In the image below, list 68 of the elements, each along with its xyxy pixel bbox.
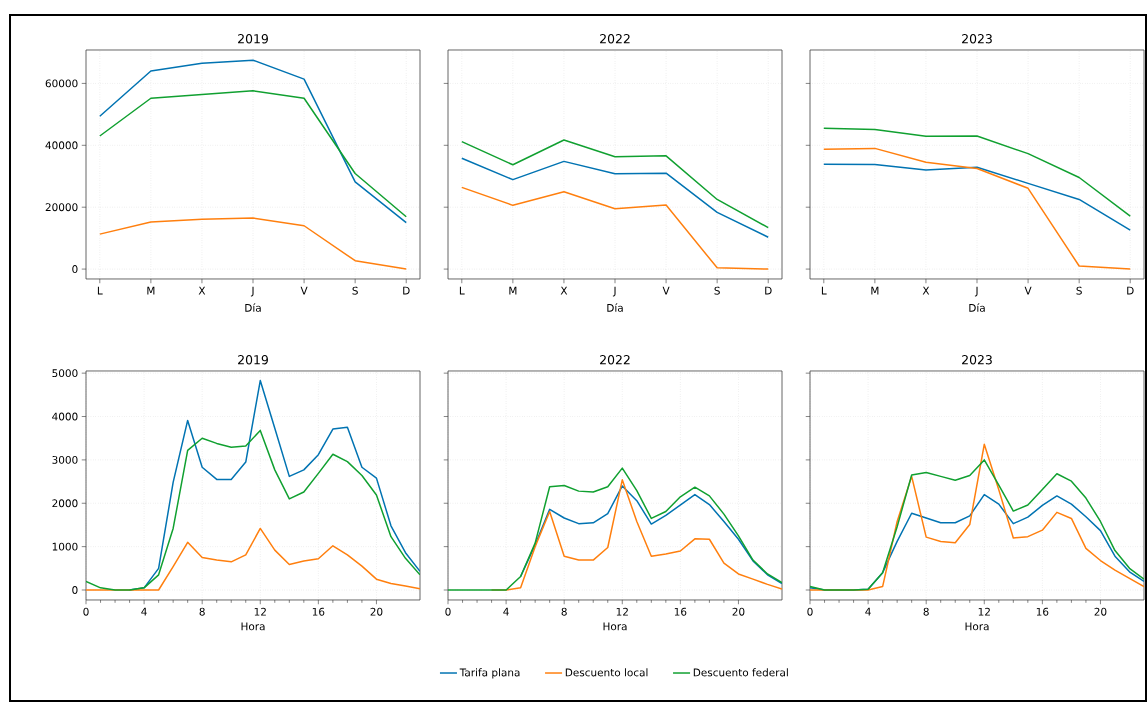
x-tick-label: 16 [312, 607, 325, 616]
chart-title: 2023 [962, 34, 992, 44]
x-tick-label: L [821, 286, 827, 295]
x-tick-label: L [97, 286, 103, 295]
x-tick-label: 20 [1094, 607, 1107, 616]
x-tick-label: J [250, 286, 254, 297]
x-tick-label: M [871, 286, 879, 295]
x-tick-label: 20 [732, 607, 745, 616]
chart-title: 2019 [238, 355, 268, 365]
x-tick-label: L [459, 286, 465, 295]
line-series [99, 217, 407, 270]
x-tick-label: X [922, 286, 930, 295]
y-tick-label: 2000 [52, 499, 78, 508]
x-tick-label: D [403, 286, 410, 295]
x-tick-label: S [714, 286, 720, 295]
x-tick-label: 4 [865, 607, 871, 616]
x-tick-label: D [765, 286, 772, 295]
x-tick-label: X [560, 286, 568, 295]
x-tick-label: S [352, 286, 358, 295]
x-tick-label: 4 [503, 607, 509, 616]
x-tick-label: M [147, 286, 155, 295]
x-tick-label: 8 [561, 607, 567, 616]
line-series [86, 429, 421, 591]
y-tick-label: 40000 [45, 141, 78, 150]
chart-title: 2022 [600, 355, 630, 365]
x-tick-label: 8 [923, 607, 929, 616]
x-axis-title: Hora [241, 622, 265, 631]
x-tick-label: 8 [199, 607, 205, 616]
x-tick-label: 0 [445, 607, 451, 616]
x-axis-title: Día [245, 303, 261, 312]
x-tick-label: J [612, 286, 616, 297]
x-tick-label: X [198, 286, 206, 295]
y-tick-label: 5000 [52, 369, 78, 378]
x-tick-label: 16 [1036, 607, 1049, 616]
x-tick-label: V [1024, 286, 1032, 295]
x-tick-label: 4 [141, 607, 147, 616]
x-tick-label: 12 [616, 607, 628, 616]
y-tick-label: 3000 [52, 455, 78, 464]
y-tick-label: 0 [72, 586, 78, 594]
line-series [99, 90, 407, 218]
x-tick-label: S [1076, 286, 1082, 295]
y-tick-label: 4000 [52, 412, 78, 421]
chart-title: 2023 [962, 355, 992, 365]
x-axis-title: Hora [603, 622, 627, 631]
x-axis-title: Día [969, 303, 985, 312]
x-tick-label: D [1127, 286, 1134, 295]
x-tick-label: 0 [807, 607, 813, 616]
x-tick-label: V [662, 286, 670, 295]
y-tick-label: 1000 [52, 542, 78, 551]
x-tick-label: 12 [978, 607, 990, 616]
x-axis-title: Hora [965, 622, 989, 631]
x-tick-label: J [974, 286, 978, 297]
x-tick-label: M [509, 286, 517, 295]
legend-label: Descuento federal [693, 668, 788, 677]
x-tick-label: 20 [370, 607, 383, 616]
x-tick-label: V [300, 286, 308, 295]
legend-label: Tarifa plana [459, 668, 520, 679]
x-tick-label: 0 [83, 607, 89, 616]
legend-label: Descuento local [565, 668, 648, 677]
y-tick-label: 20000 [45, 203, 78, 212]
line-series [99, 59, 407, 224]
x-axis-title: Día [607, 303, 623, 312]
x-tick-label: 12 [254, 607, 266, 616]
x-tick-label: 16 [674, 607, 687, 616]
chart-title: 2022 [600, 34, 630, 44]
chart-title: 2019 [238, 34, 268, 44]
y-tick-label: 0 [72, 265, 78, 274]
y-tick-label: 60000 [45, 79, 78, 88]
